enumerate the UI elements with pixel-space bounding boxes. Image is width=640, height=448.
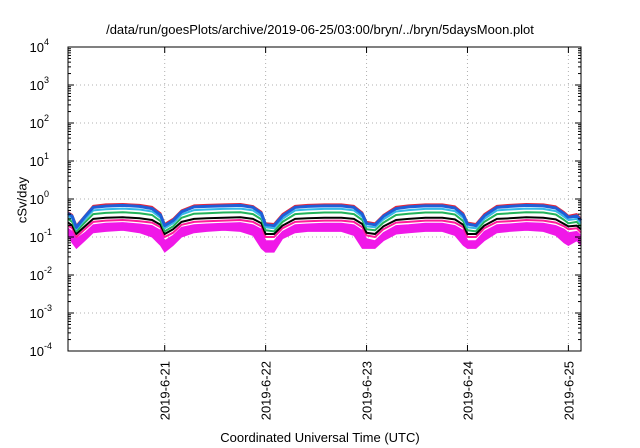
series-line bbox=[67, 211, 582, 233]
y-tick-label: 10 bbox=[30, 154, 44, 169]
x-axis: 2019-6-21 2019-6-22 2019-6-23 2019-6-24 2019… bbox=[158, 47, 576, 420]
x-tick-label: 2019-6-23 bbox=[360, 361, 375, 420]
y-tick-label: 10 bbox=[30, 230, 44, 245]
x-tick-label: 2019-6-22 bbox=[259, 361, 274, 420]
x-axis-label: Coordinated Universal Time (UTC) bbox=[220, 430, 420, 445]
y-tick-label: 10 bbox=[30, 268, 44, 283]
y-tick-label: 10 bbox=[30, 40, 44, 55]
y-tick-exponent: 4 bbox=[44, 37, 49, 47]
chart-title: /data/run/goesPlots/archive/2019-06-25/0… bbox=[106, 22, 534, 37]
y-tick-exponent: -3 bbox=[44, 303, 52, 313]
series-layer bbox=[67, 203, 583, 238]
y-tick-label: 10 bbox=[30, 344, 44, 359]
y-tick-exponent: 3 bbox=[44, 75, 49, 85]
y-tick-label: 10 bbox=[30, 78, 44, 93]
y-tick-exponent: -4 bbox=[44, 341, 52, 351]
y-tick-exponent: -1 bbox=[44, 227, 52, 237]
grid-lines bbox=[68, 47, 581, 351]
y-tick-exponent: 2 bbox=[44, 113, 49, 123]
series-line bbox=[67, 219, 582, 238]
series-line bbox=[67, 207, 582, 231]
x-tick-label: 2019-6-25 bbox=[561, 361, 576, 420]
x-tick-label: 2019-6-21 bbox=[158, 361, 173, 420]
y-tick-exponent: -2 bbox=[44, 265, 52, 275]
y-tick-label: 10 bbox=[30, 116, 44, 131]
y-tick-exponent: 0 bbox=[44, 189, 49, 199]
y-tick-exponent: 1 bbox=[44, 151, 49, 161]
y-tick-label: 10 bbox=[30, 306, 44, 321]
series-line bbox=[67, 203, 583, 229]
x-tick-label: 2019-6-24 bbox=[460, 361, 475, 420]
y-tick-label: 10 bbox=[30, 192, 44, 207]
series-line bbox=[67, 216, 582, 235]
